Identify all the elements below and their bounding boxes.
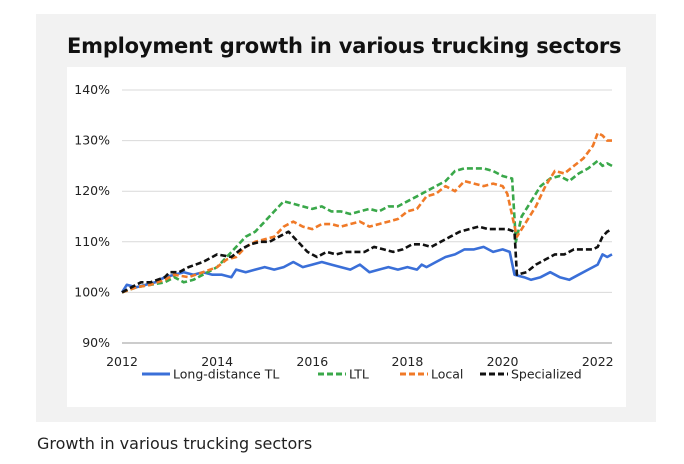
x-tick-label: 2012 (106, 354, 138, 369)
y-axis-ticks: 90% 100% 110% 120% 130% 140% (74, 82, 110, 350)
figure-caption: Growth in various trucking sectors (37, 434, 313, 453)
gridlines (122, 89, 612, 344)
x-tick-label: 2014 (201, 354, 233, 369)
x-tick-label: 2020 (487, 354, 519, 369)
chart-panel: Employment growth in various trucking se… (36, 14, 656, 422)
legend: Long-distance TL LTL Local Specialized (142, 367, 582, 382)
y-tick-label: 140% (74, 82, 110, 97)
chart-title: Employment growth in various trucking se… (67, 34, 622, 58)
legend-label: LTL (349, 367, 369, 382)
y-tick-label: 130% (74, 133, 110, 148)
series-line-3 (121, 225, 613, 294)
legend-label: Specialized (511, 367, 582, 382)
plot-card: 90% 100% 110% 120% 130% 140% 2012 2014 2016 2018… (67, 67, 626, 407)
legend-label: Local (431, 367, 463, 382)
line-chart: 90% 100% 110% 120% 130% 140% 2012 2014 2016 2018… (74, 82, 614, 382)
y-tick-label: 110% (74, 234, 110, 249)
legend-label: Long-distance TL (173, 367, 279, 382)
x-tick-label: 2016 (296, 354, 328, 369)
x-axis-ticks: 2012 2014 2016 2018 2020 2022 (106, 354, 614, 369)
series-line-0 (120, 245, 613, 294)
series-line-2 (121, 131, 612, 294)
x-tick-label: 2022 (582, 354, 614, 369)
series-line-1 (121, 159, 613, 294)
y-tick-label: 100% (74, 284, 110, 299)
y-tick-label: 90% (82, 335, 110, 350)
series-lines (120, 131, 613, 294)
x-tick-label: 2018 (392, 354, 424, 369)
y-tick-label: 120% (74, 183, 110, 198)
